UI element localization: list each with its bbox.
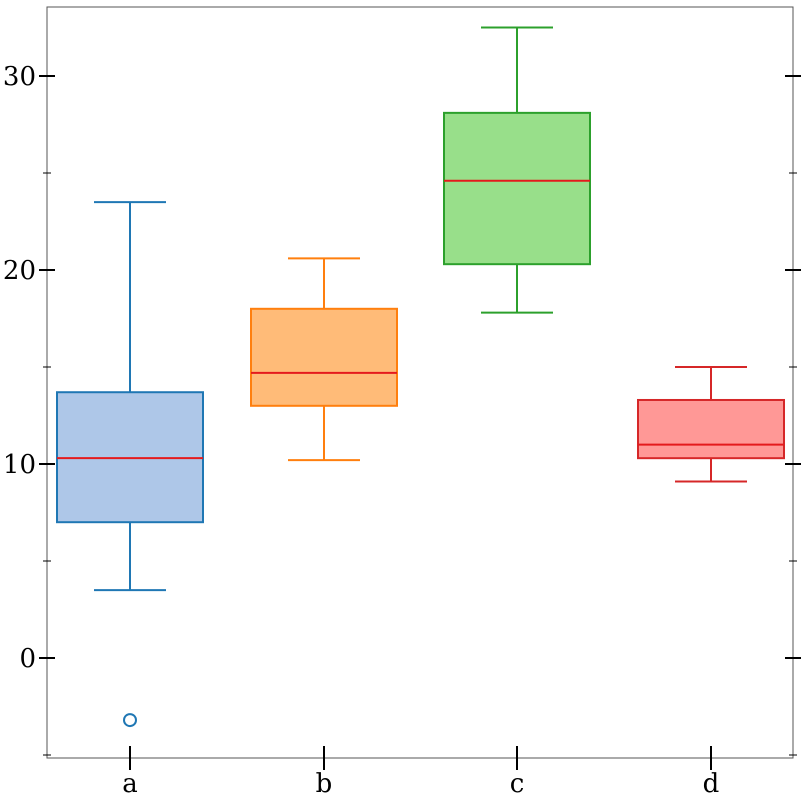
x-tick-label: a bbox=[122, 769, 138, 799]
iqr-box bbox=[443, 111, 591, 266]
box-group-c bbox=[443, 26, 591, 314]
axis-ticks bbox=[39, 75, 801, 770]
y-tick-label: 30 bbox=[3, 62, 36, 92]
y-tick-label: 20 bbox=[3, 256, 36, 286]
y-tick-label: 0 bbox=[19, 644, 36, 674]
x-tick-label: c bbox=[510, 769, 525, 799]
y-tick-label: 10 bbox=[3, 450, 36, 480]
iqr-box bbox=[637, 398, 785, 460]
box-group-a bbox=[56, 201, 204, 728]
x-tick-label: d bbox=[703, 769, 720, 799]
outlier-point bbox=[123, 713, 137, 728]
tick-labels: 0 10 20 30 a b c d bbox=[3, 62, 719, 799]
box-group-b bbox=[250, 257, 398, 462]
plot-frame bbox=[46, 6, 794, 759]
x-tick-label: b bbox=[316, 769, 333, 799]
box-group-d bbox=[637, 366, 785, 483]
iqr-box bbox=[250, 307, 398, 407]
boxes bbox=[56, 26, 785, 728]
